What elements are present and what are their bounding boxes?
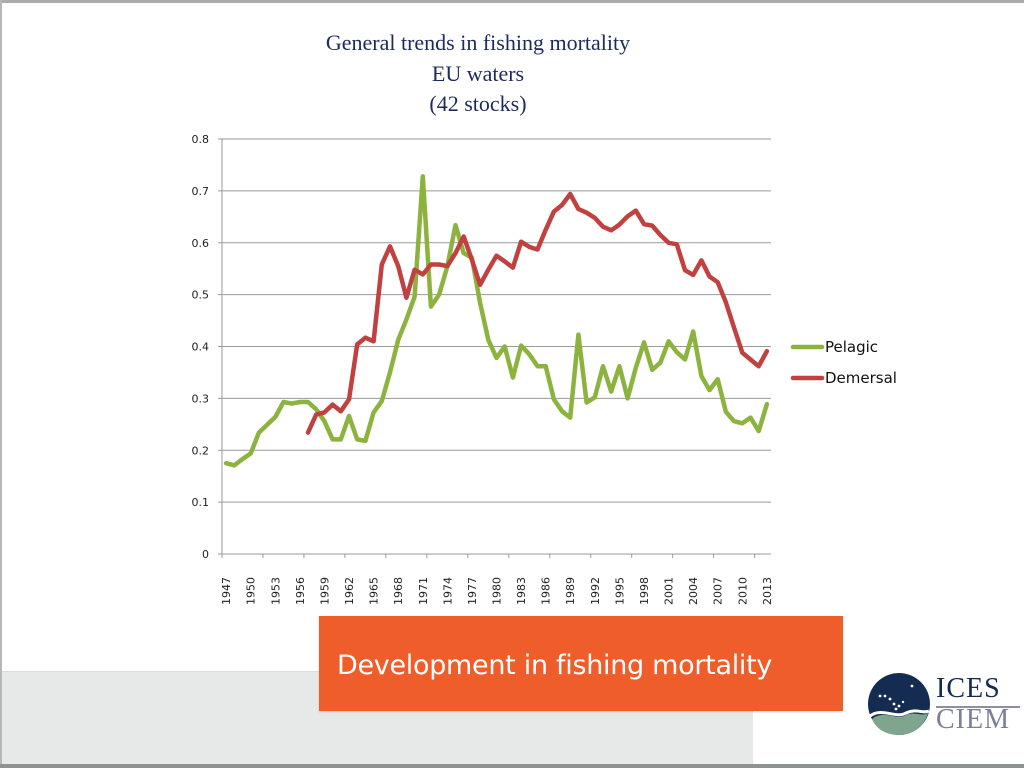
x-tick-label: 1995 bbox=[613, 577, 626, 605]
x-tick-label: 1947 bbox=[220, 577, 233, 605]
x-tick-label: 1956 bbox=[294, 577, 307, 605]
series-lines bbox=[223, 174, 770, 468]
y-tick-label: 0.7 bbox=[192, 185, 210, 198]
ices-globe-icon bbox=[868, 673, 930, 735]
y-tick-label: 0.5 bbox=[192, 289, 210, 302]
y-tick-label: 0.2 bbox=[192, 444, 210, 457]
slide-title-banner: Development in fishing mortality bbox=[319, 616, 843, 711]
x-tick-label: 1950 bbox=[245, 577, 258, 605]
logo-text-ices: ICES bbox=[936, 673, 1001, 704]
x-tick-label: 2010 bbox=[736, 577, 749, 605]
x-tick-label: 2007 bbox=[712, 577, 725, 605]
logo-divider bbox=[936, 706, 1020, 708]
slide-bottom-border bbox=[0, 764, 1024, 768]
chart-title-line-3: (42 stocks) bbox=[429, 91, 527, 116]
x-tick-label: 1992 bbox=[589, 577, 602, 605]
x-tick-label: 1974 bbox=[441, 577, 454, 605]
y-tick-label: 0.1 bbox=[192, 496, 210, 509]
series-line-demersal bbox=[305, 191, 770, 435]
ices-ciem-logo: ICES CIEM bbox=[864, 669, 1024, 739]
y-tick-label: 0.6 bbox=[192, 237, 210, 250]
y-axis-labels: 0 0.1 0.2 0.3 0.4 0.5 0.6 0.7 0.8 bbox=[192, 133, 210, 561]
x-axis-labels: 1947 1950 1953 1956 1959 1962 1965 1968 1971 1974… bbox=[220, 577, 774, 605]
chart-title: General trends in fishing mortality EU w… bbox=[278, 28, 678, 120]
chart-title-line-1: General trends in fishing mortality bbox=[325, 30, 631, 55]
x-tick-label: 1953 bbox=[269, 577, 282, 605]
x-tick-label: 1968 bbox=[392, 577, 405, 605]
x-tick-label: 1959 bbox=[318, 577, 331, 605]
x-tick-label: 2004 bbox=[687, 577, 700, 605]
x-tick-label: 1971 bbox=[417, 577, 430, 605]
y-tick-label: 0.8 bbox=[192, 133, 210, 146]
axes bbox=[218, 138, 771, 558]
chart-title-line-2: EU waters bbox=[431, 60, 525, 86]
x-tick-label: 1977 bbox=[466, 577, 479, 605]
x-tick-label: 1983 bbox=[515, 577, 528, 605]
series-line-pelagic bbox=[223, 174, 770, 468]
gridlines bbox=[222, 138, 771, 503]
legend: Pelagic Demersal bbox=[790, 338, 897, 387]
x-tick-label: 1980 bbox=[491, 577, 504, 605]
logo-text-ciem: CIEM bbox=[936, 704, 1010, 735]
x-tick-label: 1962 bbox=[343, 577, 356, 605]
y-tick-label: 0.3 bbox=[192, 392, 210, 405]
x-tick-label: 1998 bbox=[638, 577, 651, 605]
legend-label-demersal: Demersal bbox=[825, 369, 897, 387]
x-tick-label: 1986 bbox=[540, 577, 553, 605]
legend-label-pelagic: Pelagic bbox=[825, 338, 878, 356]
x-tick-label: 1989 bbox=[564, 577, 577, 605]
x-tick-label: 2013 bbox=[761, 577, 774, 605]
x-tick-label: 1965 bbox=[368, 577, 381, 605]
slide-left-border bbox=[0, 0, 2, 768]
x-tick-label: 2001 bbox=[663, 577, 676, 605]
slide-top-border bbox=[0, 0, 1024, 3]
slide-title-text: Development in fishing mortality bbox=[337, 650, 773, 681]
y-tick-label: 0 bbox=[202, 548, 209, 561]
y-tick-label: 0.4 bbox=[192, 341, 210, 354]
line-chart: 00.10.20.30.40.50.60.70.8 1947 1950 1953 19… bbox=[192, 133, 897, 605]
